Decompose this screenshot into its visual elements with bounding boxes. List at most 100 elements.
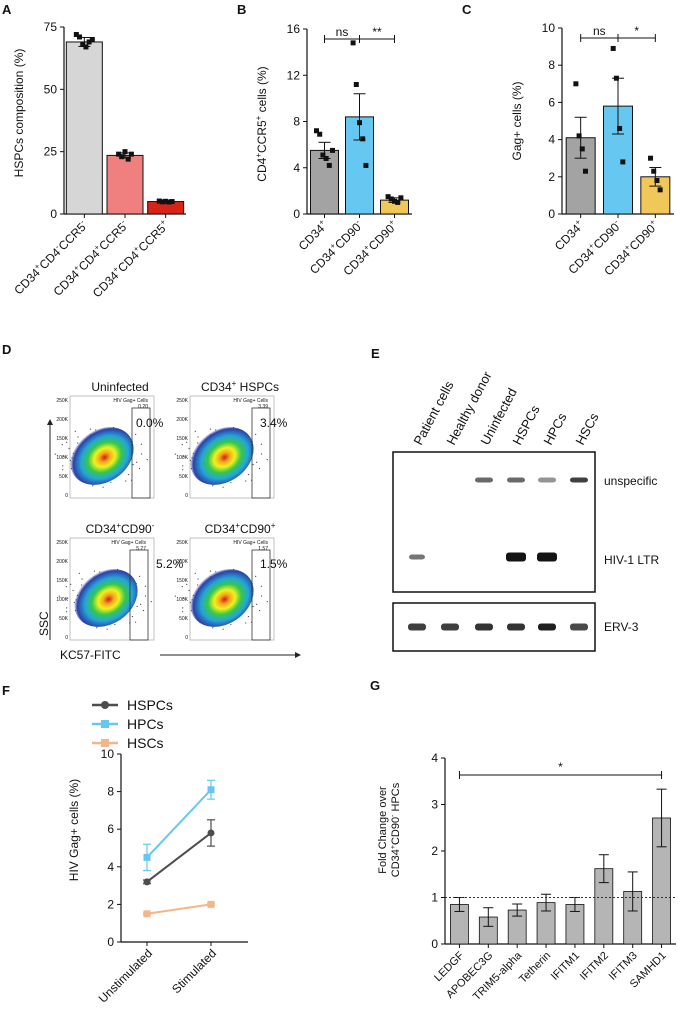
data-point <box>582 168 588 174</box>
flow-event <box>212 485 214 487</box>
flow-ytick: 250K <box>56 540 68 546</box>
flow-event <box>183 455 185 458</box>
data-point <box>353 82 359 87</box>
title-text: CD34 <box>86 522 117 536</box>
flow-event <box>245 480 247 482</box>
flow-event <box>66 441 68 443</box>
data-point <box>122 149 128 155</box>
data-point <box>326 162 332 168</box>
flow-event <box>174 595 176 597</box>
title-text: HSPCs <box>236 380 279 394</box>
flow-event <box>212 627 214 629</box>
flow-ytick: 200K <box>176 417 188 423</box>
legend-label-HPCs: HPCs <box>127 716 164 732</box>
data-point <box>320 152 326 158</box>
label-superscript: - <box>612 217 620 225</box>
flow-event <box>230 481 232 484</box>
sig-label: * <box>558 760 563 774</box>
flow-ytick: 100K <box>56 455 68 461</box>
y-tick-label: 4 <box>431 751 438 765</box>
title-sup: + <box>271 521 276 530</box>
sig-label: ns <box>336 25 349 39</box>
flow-plot-title-2: CD34+CD90- <box>86 521 155 536</box>
flow-event <box>66 607 68 609</box>
lane-label-3: HSPCs <box>509 402 542 447</box>
flow-event <box>194 572 196 574</box>
flow-ytick: 100K <box>56 597 68 603</box>
band-unspecific <box>507 477 525 483</box>
flow-gate-label: HIV Gag+ Cells <box>113 398 148 404</box>
y-tick-label: 50 <box>44 82 58 96</box>
series-point <box>143 853 151 861</box>
flow-event <box>183 597 185 600</box>
band-erv3 <box>475 623 493 631</box>
flow-event <box>134 621 137 623</box>
panel-c-letter: C <box>462 2 472 17</box>
data-point <box>648 155 654 161</box>
panel-f-letter: F <box>2 683 10 698</box>
x-tick-label-1: CD34+ CD4+ CCR5- <box>50 217 132 299</box>
flow-plot-title-3: CD34+CD90+ <box>205 521 276 536</box>
flow-event <box>258 467 261 470</box>
band-erv3 <box>441 623 459 631</box>
legend-marker <box>101 739 109 747</box>
flow-event <box>197 578 199 580</box>
flow-event <box>188 589 190 592</box>
lane-label-5: HSCs <box>572 410 601 447</box>
flow-event <box>81 578 83 580</box>
flow-event <box>256 603 258 606</box>
flow-event <box>258 609 261 612</box>
flow-event <box>74 430 76 432</box>
data-point <box>395 199 401 205</box>
panel-b-ylabel: CD4+CCR5+ cells (%) <box>254 66 269 181</box>
flow-density <box>74 569 138 627</box>
flow-event <box>58 595 60 597</box>
data-point <box>388 196 394 202</box>
x-tick-label-2: CD34+ CD4+ CCR5+ <box>89 217 172 300</box>
flow-event <box>114 623 116 626</box>
data-point <box>314 128 319 134</box>
flow-event <box>77 436 79 438</box>
flow-event <box>138 467 141 470</box>
band-hiv-ltr <box>537 552 557 562</box>
ssc-axis-label: SSC <box>37 611 51 636</box>
title-text: CD90 <box>121 522 152 536</box>
band-label-unspecific: unspecific <box>604 474 657 488</box>
flow-event <box>140 603 142 606</box>
data-point <box>80 41 86 47</box>
flow-event <box>136 605 138 608</box>
label-superscript: + <box>317 217 327 227</box>
y-tick-label: 10 <box>101 747 115 761</box>
flow-density <box>70 427 134 485</box>
flow-event <box>182 607 184 609</box>
data-point <box>116 151 122 157</box>
data-point <box>617 125 623 131</box>
y-tick-label: 2 <box>548 170 555 184</box>
x-tick-label-IFITM1: IFITM1 <box>549 950 582 983</box>
flow-gate <box>251 407 271 499</box>
y-tick-label: 0 <box>293 207 300 221</box>
panel-f-plot: 0 2 4 6 8 10 Unstimulated Stimulated <box>96 747 248 1006</box>
band-hiv-ltr <box>506 552 526 562</box>
series-point <box>143 910 151 918</box>
panel-f: F HIV Gag+ cells (%) HSPCs HPCs HSCs 0 2 4 6 8… <box>2 683 248 1006</box>
flow-event <box>256 461 258 464</box>
panel-e-letter: E <box>371 346 380 361</box>
flow-ytick: 100K <box>176 455 188 461</box>
flow-event <box>135 433 137 435</box>
series-point <box>207 786 215 794</box>
flow-event <box>68 447 70 450</box>
data-point <box>651 168 657 174</box>
legend-marker <box>101 701 109 709</box>
data-point <box>398 195 404 201</box>
flow-event <box>186 441 188 443</box>
flow-event <box>72 589 74 592</box>
data-point <box>357 120 362 126</box>
flow-gate-percent: 3.4% <box>260 416 288 430</box>
band-unspecific <box>475 477 493 483</box>
y-tick-label: 6 <box>107 822 114 836</box>
panel-b-letter: B <box>237 2 246 17</box>
y-tick-label: 25 <box>44 145 58 159</box>
panel-d-letter: D <box>2 342 11 357</box>
